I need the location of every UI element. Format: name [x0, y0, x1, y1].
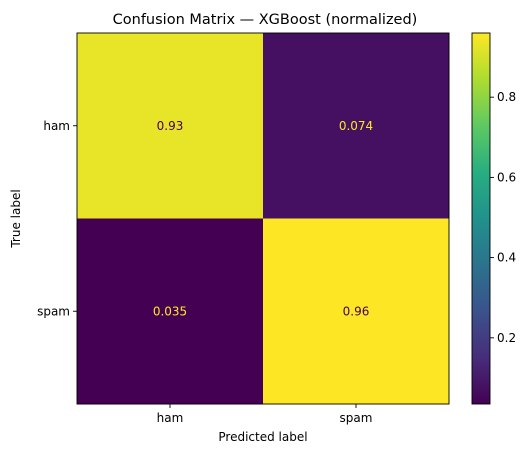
cell-value-label: 0.035 [153, 304, 187, 318]
heatmap-cell [77, 218, 264, 405]
cell-value-label: 0.074 [339, 119, 373, 133]
colorbar-tick-label: 0.8 [497, 90, 516, 104]
cell-value-label: 0.96 [343, 304, 370, 318]
colorbar-tick-label: 0.4 [497, 251, 516, 265]
x-tick-label: ham [157, 411, 184, 425]
colorbar-ticks: 0.2 0.4 0.6 0.8 [490, 90, 516, 345]
y-axis-ticks: ham spam [37, 119, 77, 318]
chart-title: Confusion Matrix — XGBoost (normalized) [113, 12, 418, 28]
colorbar [471, 32, 491, 405]
colorbar-tick-label: 0.2 [497, 331, 516, 345]
colorbar-tick-label: 0.6 [497, 170, 516, 184]
x-tick-label: spam [340, 411, 373, 425]
y-tick-label: spam [37, 304, 70, 318]
plot-frame [76, 32, 450, 405]
x-axis-label: Predicted label [218, 430, 307, 444]
heatmap-cell-labels: 0.93 0.074 0.035 0.96 [153, 119, 373, 319]
heatmap-cell [263, 218, 450, 405]
y-tick-label: ham [43, 119, 70, 133]
x-axis-ticks: ham spam [157, 404, 373, 425]
cell-value-label: 0.93 [157, 119, 184, 133]
heatmap-cell [263, 33, 450, 219]
y-axis-label: True label [9, 189, 23, 248]
heatmap-cells [77, 33, 450, 405]
heatmap-cell [77, 33, 264, 219]
